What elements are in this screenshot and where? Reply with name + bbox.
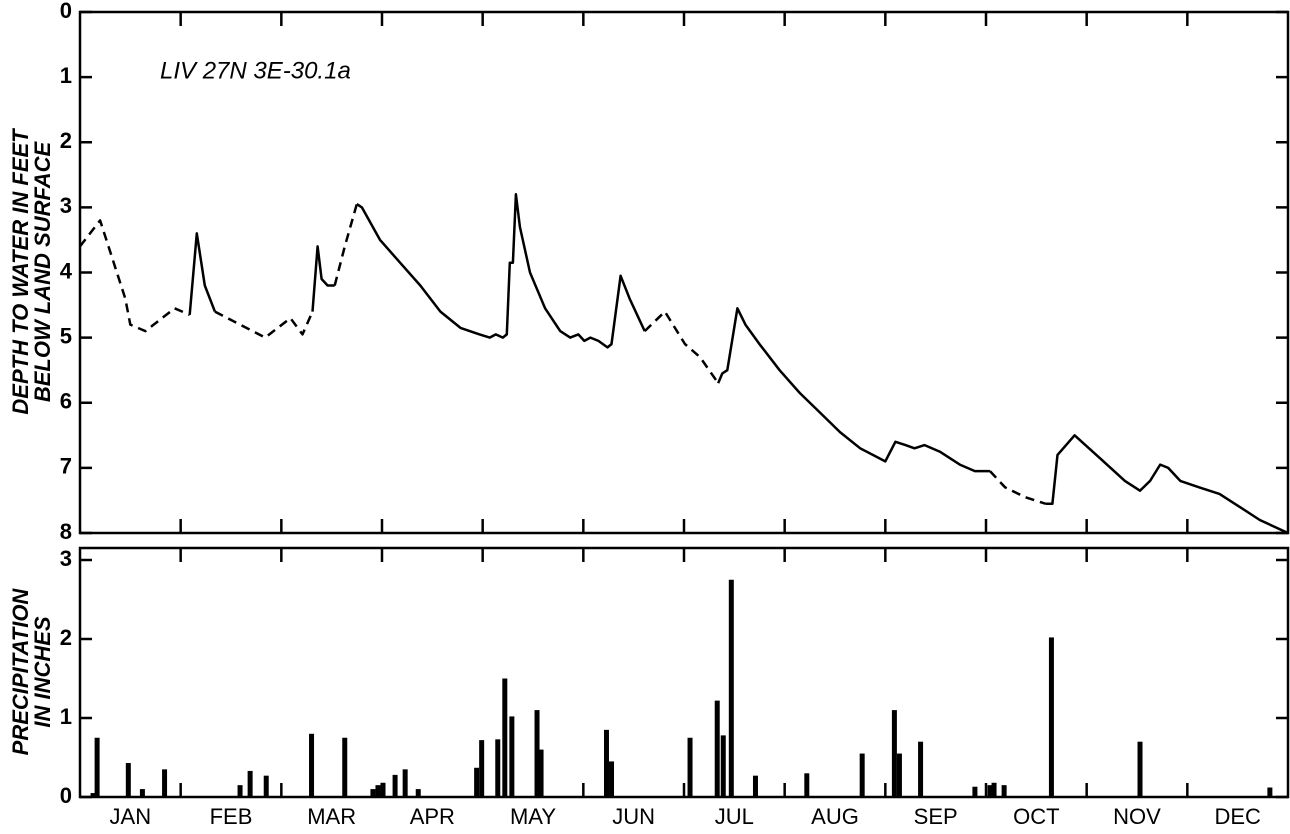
y-label: IN INCHES <box>30 616 55 728</box>
bar <box>609 761 615 797</box>
bar <box>752 775 758 797</box>
bar <box>538 749 544 797</box>
bar <box>237 785 243 797</box>
bar <box>90 793 96 797</box>
bar <box>859 753 865 797</box>
y-tick-label: 7 <box>60 454 72 479</box>
x-tick-label: MAY <box>510 804 556 829</box>
bar <box>309 733 315 797</box>
bar <box>474 767 480 797</box>
y-tick-label: 3 <box>60 546 72 571</box>
x-tick-label: JAN <box>110 804 152 829</box>
x-tick-label: AUG <box>811 804 859 829</box>
bar <box>1048 637 1054 797</box>
bar <box>1137 741 1143 797</box>
y-tick-label: 0 <box>60 783 72 808</box>
bar <box>991 782 997 797</box>
x-tick-label: JUN <box>612 804 655 829</box>
bar <box>139 789 145 797</box>
x-tick-label: FEB <box>210 804 253 829</box>
bar <box>162 769 168 797</box>
bar <box>380 782 386 797</box>
bar <box>402 769 408 797</box>
water-level-line <box>79 203 1046 505</box>
bar <box>603 729 609 797</box>
bar <box>342 737 348 797</box>
bar <box>804 773 810 797</box>
x-tick-label: SEP <box>914 804 958 829</box>
bar <box>918 741 924 797</box>
bar <box>502 678 508 797</box>
y-label: BELOW LAND SURFACE <box>30 141 55 403</box>
bar <box>247 770 253 797</box>
bottom-frame <box>78 546 1290 799</box>
water-level-line <box>188 193 1289 535</box>
y-tick-label: 3 <box>60 193 72 218</box>
y-tick-label: 2 <box>60 128 72 153</box>
y-tick-label: 6 <box>60 389 72 414</box>
y-label: DEPTH TO WATER IN FEET <box>8 128 33 415</box>
x-tick-label: JUL <box>715 804 754 829</box>
y-tick-label: 4 <box>60 258 73 283</box>
y-tick-label: 1 <box>60 63 72 88</box>
bar <box>415 789 421 797</box>
x-tick-label: DEC <box>1214 804 1261 829</box>
bar <box>370 789 376 797</box>
bar <box>714 700 720 797</box>
bar <box>534 710 540 797</box>
y-tick-label: 2 <box>60 625 72 650</box>
bar <box>392 774 398 797</box>
bar <box>972 786 978 797</box>
bar <box>1267 787 1273 797</box>
x-tick-label: OCT <box>1013 804 1059 829</box>
y-tick-label: 5 <box>60 323 72 348</box>
y-label: PRECIPITATION <box>8 588 33 756</box>
bar <box>495 739 501 797</box>
x-tick-label: APR <box>410 804 455 829</box>
y-tick-label: 8 <box>60 519 72 544</box>
bar <box>687 737 693 797</box>
bar <box>720 735 726 797</box>
top-frame <box>78 10 1290 535</box>
y-tick-label: 0 <box>60 0 72 23</box>
bar <box>728 579 734 797</box>
bar <box>375 785 381 797</box>
y-tick-label: 1 <box>60 704 72 729</box>
bar <box>1001 785 1007 797</box>
annotation: LIV 27N 3E-30.1a <box>160 57 351 84</box>
bar <box>987 785 993 797</box>
bar <box>896 753 902 797</box>
bar <box>263 775 269 797</box>
bar <box>891 710 897 797</box>
bar <box>125 763 131 797</box>
bar <box>479 740 485 797</box>
bar <box>94 737 100 797</box>
x-tick-label: NOV <box>1113 804 1161 829</box>
bar <box>509 716 515 797</box>
x-tick-label: MAR <box>307 804 356 829</box>
